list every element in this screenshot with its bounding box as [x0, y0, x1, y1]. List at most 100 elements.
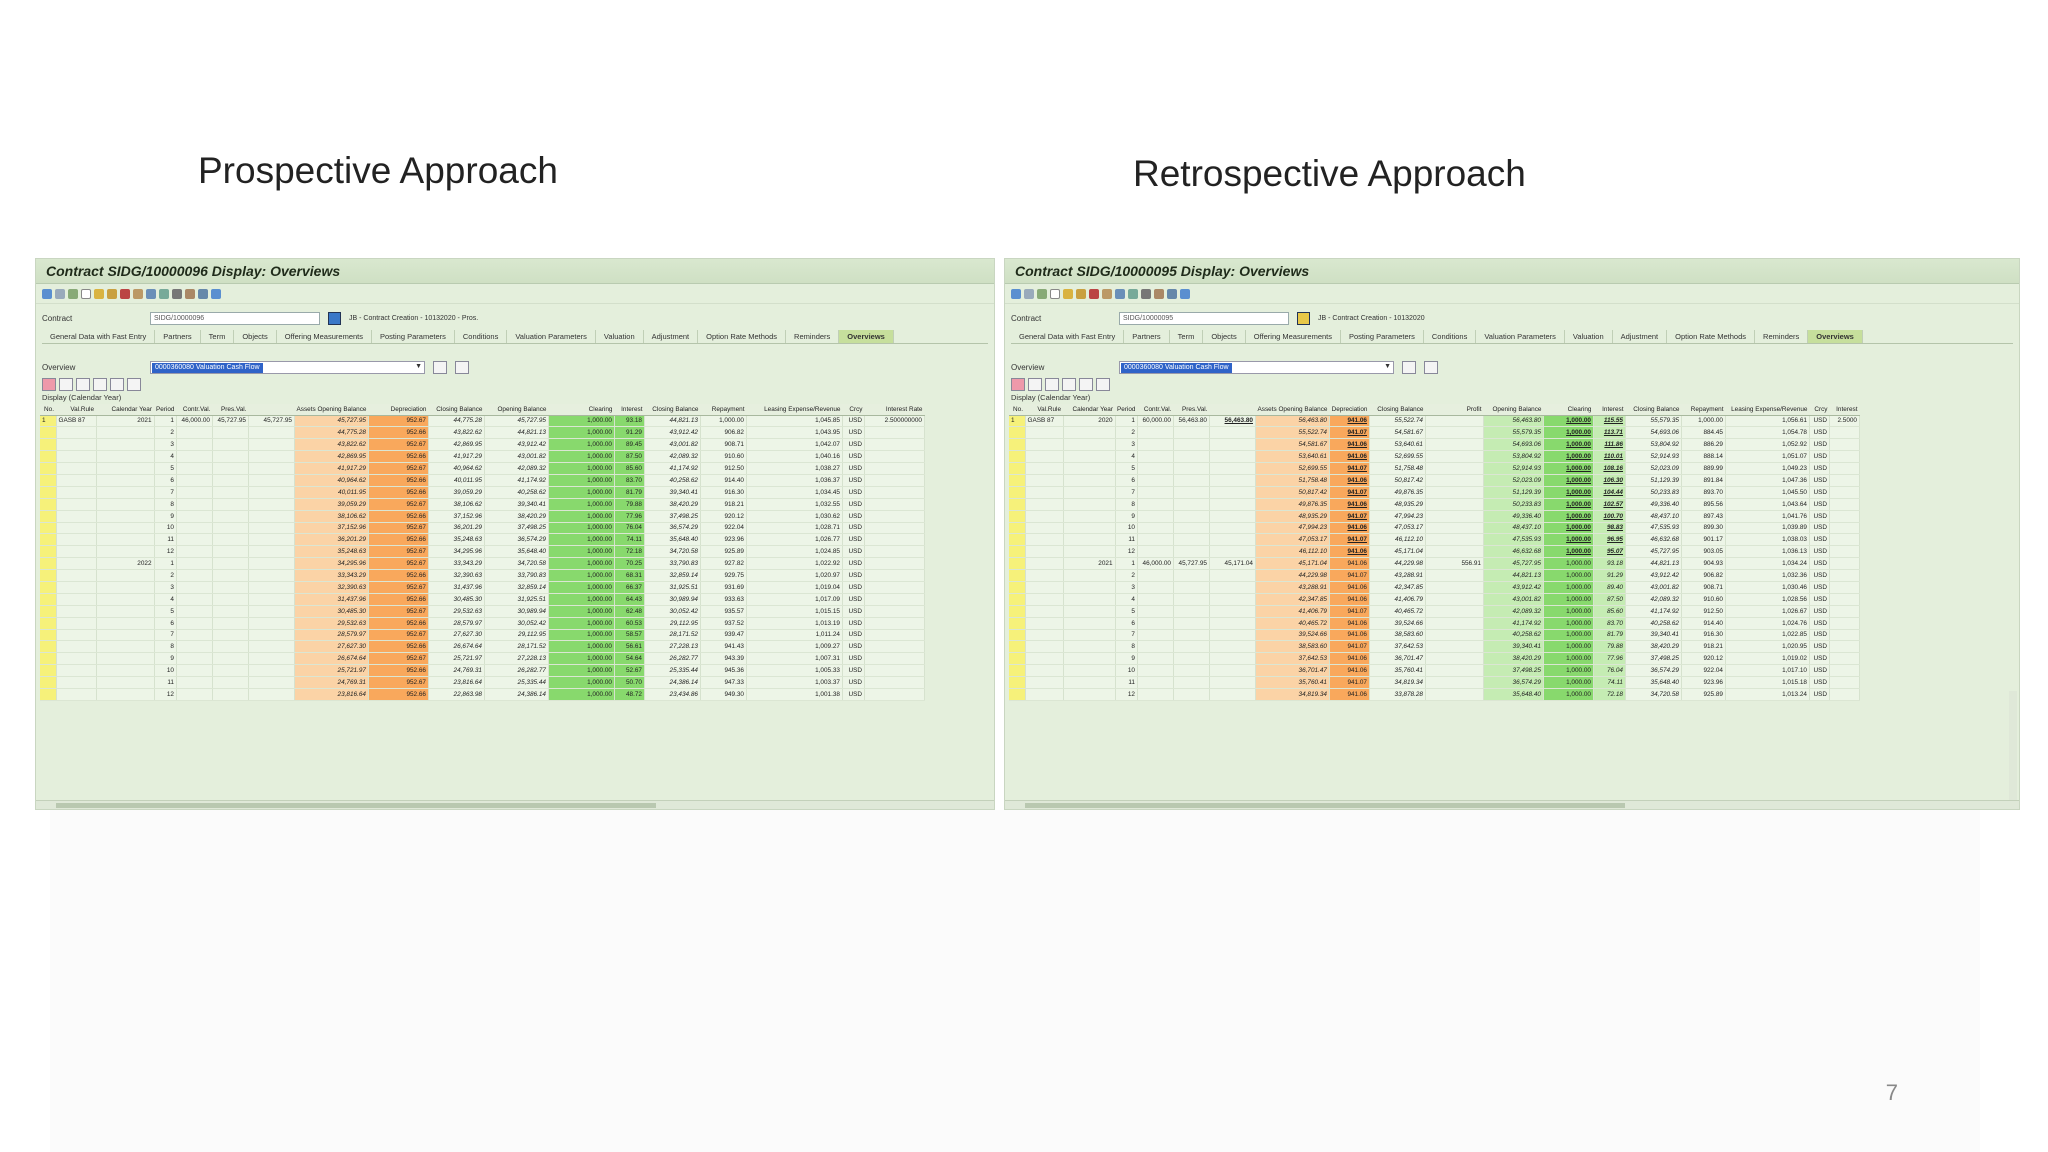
table-row[interactable]: 3 43,822.62 952.67 42,869.95 43,912.42 1,000.…: [40, 438, 925, 452]
tab-partners[interactable]: Partners: [1124, 330, 1170, 343]
table-row[interactable]: 5 41,406.79 941.07 40,465.72 42,089.32 1,000.…: [1009, 605, 1860, 618]
table-row[interactable]: 6 51,758.48 941.06 50,817.42 52,023.09 1,000.…: [1009, 474, 1860, 487]
column-header[interactable]: Pres.Val.: [1173, 404, 1210, 416]
tab-overviews[interactable]: Overviews: [839, 330, 894, 343]
column-header[interactable]: [248, 404, 295, 416]
column-header[interactable]: Pres.Val.: [212, 404, 249, 416]
find-icon[interactable]: [1115, 288, 1125, 299]
window-icon[interactable]: [198, 288, 208, 299]
column-header[interactable]: Clearing: [548, 404, 615, 416]
table-row[interactable]: 9 26,674.64 952.67 25,721.97 27,228.13 1,000.…: [40, 652, 925, 666]
table-row[interactable]: 5 52,699.55 941.07 51,758.48 52,914.93 1,000.…: [1009, 462, 1860, 475]
tab-reminders[interactable]: Reminders: [786, 330, 840, 343]
table-row[interactable]: 4 31,437.96 952.66 30,485.30 31,925.51 1,000.…: [40, 593, 925, 606]
details-icon[interactable]: [42, 377, 56, 391]
table-row[interactable]: 11 35,760.41 941.07 34,819.34 36,574.29 1,000…: [1009, 676, 1860, 689]
table-row[interactable]: 2 55,522.74 941.07 54,581.67 55,579.35 1,000.…: [1009, 426, 1860, 440]
column-header[interactable]: Interest: [1829, 404, 1860, 416]
column-header[interactable]: Closing Balance: [428, 404, 485, 416]
document-icon[interactable]: [1050, 288, 1060, 299]
table-row[interactable]: 9 38,106.62 952.66 37,152.96 38,420.29 1,000.…: [40, 510, 925, 523]
table-row[interactable]: 8 38,583.60 941.07 37,642.53 39,340.41 1,000.…: [1009, 640, 1860, 654]
refresh-icon[interactable]: [159, 288, 169, 299]
scrollbar-thumb[interactable]: [1025, 803, 1625, 808]
overview-refresh-icon[interactable]: [455, 360, 469, 374]
table-row[interactable]: 8 39,059.29 952.67 38,106.62 39,340.41 1,000.…: [40, 498, 925, 511]
table-row[interactable]: 9 37,642.53 941.06 36,701.47 38,420.29 1,000.…: [1009, 652, 1860, 666]
column-header[interactable]: Closing Balance: [644, 404, 701, 416]
table-row[interactable]: 6 40,465.72 941.06 39,524.66 41,174.92 1,000.…: [1009, 617, 1860, 630]
table-row[interactable]: 5 30,485.30 952.67 29,532.63 30,989.94 1,000.…: [40, 605, 925, 618]
table-row[interactable]: 7 28,579.97 952.67 27,627.30 29,112.95 1,000.…: [40, 629, 925, 642]
print-icon[interactable]: [1141, 288, 1151, 299]
column-header[interactable]: Leasing Expense/Revenue: [1725, 404, 1810, 416]
table-row[interactable]: 6 40,964.62 952.66 40,011.95 41,174.92 1,000.…: [40, 474, 925, 487]
find-icon[interactable]: [146, 288, 156, 299]
table-row[interactable]: 11 36,201.29 952.66 35,248.63 36,574.29 1,000…: [40, 533, 925, 547]
column-header[interactable]: Interest: [1593, 404, 1626, 416]
filter-icon[interactable]: [76, 377, 90, 391]
back-icon[interactable]: [42, 288, 52, 299]
table-row[interactable]: 2 44,775.28 952.66 43,822.62 44,821.13 1,000.…: [40, 426, 925, 440]
tab-valuation[interactable]: Valuation: [596, 330, 644, 343]
table-row[interactable]: 7 40,011.95 952.66 39,059.29 40,258.62 1,000.…: [40, 486, 925, 499]
tab-objects[interactable]: Objects: [1203, 330, 1246, 343]
pencil-icon[interactable]: [1102, 288, 1112, 299]
column-header[interactable]: Opening Balance: [484, 404, 549, 416]
overview-select[interactable]: 0000360080 Valuation Cash Flow ▼: [150, 360, 425, 374]
table-row[interactable]: 10 25,721.97 952.66 24,769.31 26,282.77 1,000…: [40, 664, 925, 678]
table-row[interactable]: 5 41,917.29 952.67 40,964.62 42,089.32 1,000.…: [40, 462, 925, 475]
tab-term[interactable]: Term: [201, 330, 235, 343]
table-row[interactable]: 11 47,053.17 941.07 46,112.10 47,535.93 1,000…: [1009, 533, 1860, 547]
delete-icon[interactable]: [1089, 288, 1099, 299]
tab-offering-measurements[interactable]: Offering Measurements: [277, 330, 372, 343]
table-row[interactable]: 8 49,876.35 941.06 48,935.29 50,233.83 1,000.…: [1009, 498, 1860, 511]
info-icon[interactable]: [1180, 288, 1190, 299]
table-row[interactable]: 4 42,347.85 941.06 41,406.79 43,001.82 1,000.…: [1009, 593, 1860, 606]
column-header[interactable]: [1209, 404, 1256, 416]
column-header[interactable]: Profit: [1425, 404, 1484, 416]
sum-icon[interactable]: [93, 377, 107, 391]
column-header[interactable]: Period: [154, 404, 177, 416]
tab-term[interactable]: Term: [1170, 330, 1204, 343]
column-header[interactable]: Interest: [614, 404, 645, 416]
export-icon[interactable]: [110, 377, 124, 391]
table-row[interactable]: 7 39,524.66 941.06 38,583.60 40,258.62 1,000.…: [1009, 629, 1860, 642]
table-row[interactable]: 12 23,816.64 952.66 22,863.98 24,386.14 1,000…: [40, 688, 925, 701]
table-row[interactable]: 4 42,869.95 952.66 41,917.29 43,001.82 1,000.…: [40, 450, 925, 464]
table-row[interactable]: 3 32,390.63 952.67 31,437.96 32,859.14 1,000.…: [40, 581, 925, 594]
tab-overviews[interactable]: Overviews: [1808, 330, 1863, 343]
table-row[interactable]: 4 53,640.61 941.06 52,699.55 53,804.92 1,000.…: [1009, 450, 1860, 464]
column-header[interactable]: Repayment: [700, 404, 747, 416]
column-header[interactable]: Period: [1115, 404, 1138, 416]
tab-valuation-parameters[interactable]: Valuation Parameters: [1476, 330, 1565, 343]
table-row[interactable]: 12 46,112.10 941.06 45,171.04 46,632.68 1,000…: [1009, 545, 1860, 559]
copy-icon[interactable]: [1063, 288, 1073, 299]
pencil-icon[interactable]: [133, 288, 143, 299]
table-row[interactable]: 10 37,152.96 952.67 36,201.29 37,498.25 1,000…: [40, 522, 925, 535]
tab-valuation[interactable]: Valuation: [1565, 330, 1613, 343]
tab-valuation-parameters[interactable]: Valuation Parameters: [507, 330, 596, 343]
table-row[interactable]: 6 29,532.63 952.66 28,579.97 30,052.42 1,000.…: [40, 617, 925, 630]
table-row[interactable]: 2021 1 46,000.00 45,727.95 45,171.04 45,171.0…: [1009, 557, 1860, 571]
table-row[interactable]: 10 47,994.23 941.06 47,053.17 48,437.10 1,000…: [1009, 522, 1860, 535]
table-row[interactable]: 3 43,288.91 941.06 42,347.85 43,912.42 1,000.…: [1009, 581, 1860, 594]
column-header[interactable]: Depreciation: [1329, 404, 1370, 416]
column-header[interactable]: Contr.Val.: [176, 404, 213, 416]
horizontal-scrollbar[interactable]: [36, 800, 994, 809]
print-icon[interactable]: [172, 288, 182, 299]
filter-icon[interactable]: [1045, 377, 1059, 391]
table-row[interactable]: 1 GASB 87 2021 1 46,000.00 45,727.95 45,727.95…: [40, 415, 925, 428]
forward-icon[interactable]: [1024, 288, 1034, 299]
vertical-scrollbar[interactable]: [2009, 691, 2017, 809]
document-icon[interactable]: [81, 288, 91, 299]
column-header[interactable]: Depreciation: [368, 404, 429, 416]
details-icon[interactable]: [1011, 377, 1025, 391]
info-icon[interactable]: [211, 288, 221, 299]
tab-posting-parameters[interactable]: Posting Parameters: [372, 330, 455, 343]
tab-posting-parameters[interactable]: Posting Parameters: [1341, 330, 1424, 343]
edit-icon[interactable]: [1037, 288, 1047, 299]
horizontal-scrollbar[interactable]: [1005, 800, 2019, 809]
table-row[interactable]: 8 27,627.30 952.66 26,674.64 28,171.52 1,000.…: [40, 640, 925, 654]
edit-icon[interactable]: [68, 288, 78, 299]
